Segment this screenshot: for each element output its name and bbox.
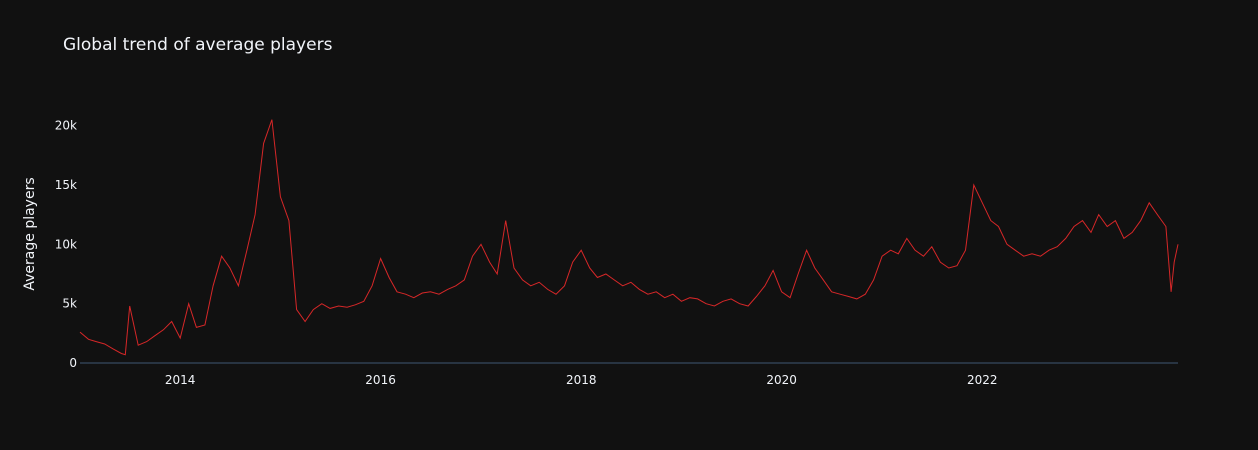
x-tick-label: 2016 — [365, 373, 396, 387]
y-axis-label: Average players — [22, 177, 38, 290]
y-tick-label: 5k — [62, 297, 77, 311]
y-tick-label: 15k — [55, 178, 77, 192]
y-tick-label: 10k — [55, 237, 77, 251]
x-tick-label: 2022 — [967, 373, 998, 387]
x-tick-label: 2014 — [165, 373, 196, 387]
x-tick-label: 2020 — [766, 373, 797, 387]
x-tick-label: 2018 — [566, 373, 597, 387]
series-line — [79, 119, 1179, 356]
y-tick-label: 0 — [69, 356, 77, 370]
y-tick-label: 20k — [55, 119, 77, 133]
x-tick-labels: 2014 2016 2018 2020 2022 — [165, 373, 998, 387]
chart-title: Global trend of average players — [63, 35, 333, 55]
y-tick-labels: 0 5k 10k 15k 20k — [55, 119, 77, 370]
